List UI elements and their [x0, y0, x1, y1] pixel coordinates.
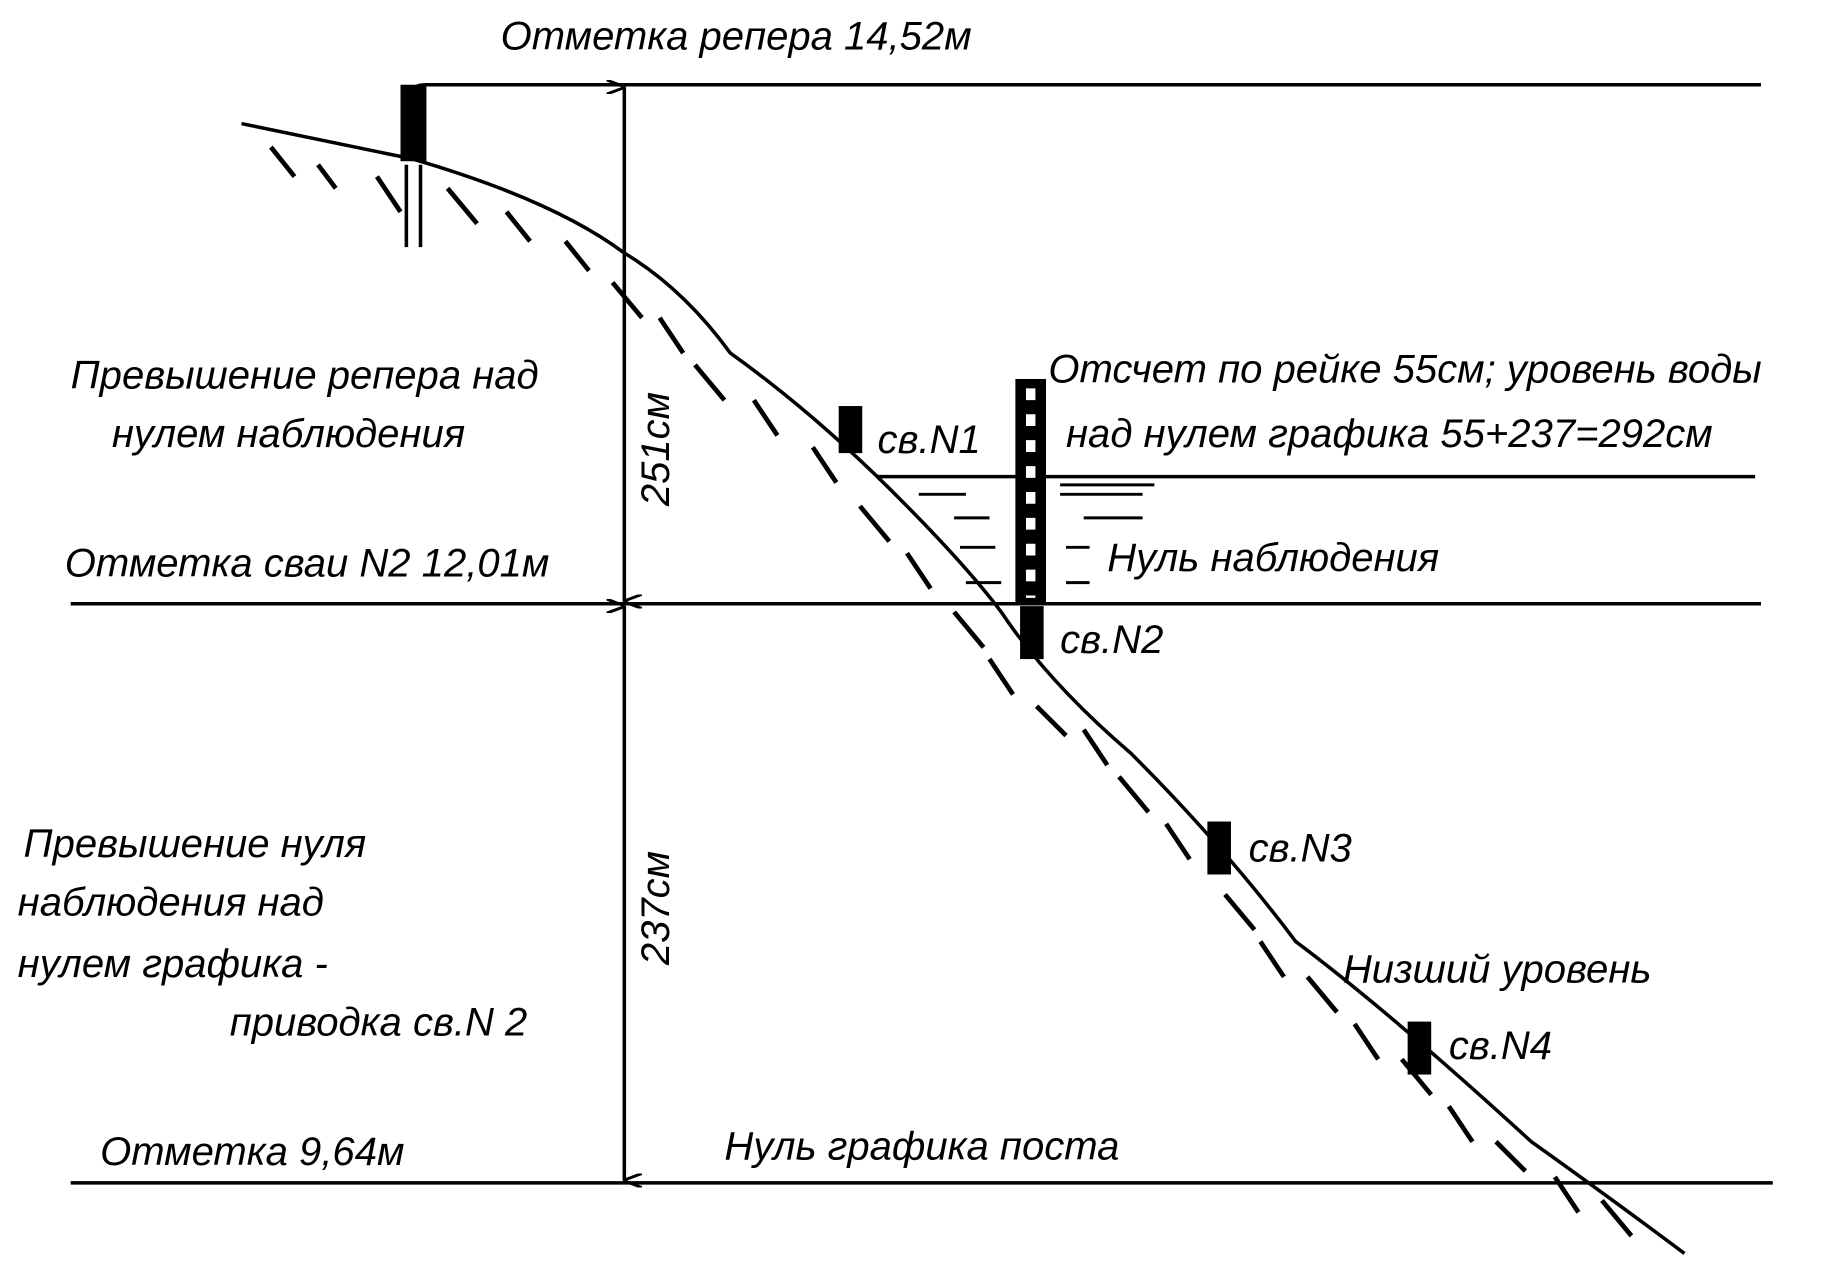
zero-excess-label: Превышение нуля	[24, 822, 367, 866]
pile	[1020, 606, 1044, 660]
staff-gauge	[1015, 378, 1047, 603]
observation-zero-label: Нуль наблюдения	[1107, 536, 1439, 580]
bank-slope	[241, 121, 1686, 1255]
zero-excess-label: наблюдения над	[18, 881, 324, 925]
benchmark-excess-label: нулем наблюдения	[112, 412, 465, 456]
benchmark-excess-label: Превышение репера над	[71, 353, 539, 397]
bottom-mark-label: Отметка 9,64м	[100, 1130, 404, 1174]
pile	[1207, 821, 1231, 875]
staff-reading-label: Отсчет по рейке 55см; уровень воды	[1048, 348, 1761, 392]
benchmark-line	[404, 82, 1762, 106]
pile	[838, 406, 863, 454]
low-level-label: Низший уровень	[1343, 948, 1652, 992]
zero-excess-label: приводка св.N 2	[230, 1001, 528, 1045]
pile-mark-label: Отметка сваи N2 12,01м	[65, 542, 550, 586]
pile-label: св.N2	[1060, 618, 1163, 662]
bank-hatching	[269, 145, 1634, 1238]
pile-label: св.N3	[1249, 827, 1352, 871]
dimension-label: 251см	[634, 392, 678, 507]
benchmark-post	[400, 84, 427, 162]
pile-label: св.N4	[1449, 1024, 1552, 1068]
water-hatch	[918, 483, 1155, 585]
staff-reading-label: над нулем графика 55+237=292см	[1066, 412, 1713, 456]
pile-label: св.N1	[878, 418, 981, 462]
dimension-label: 237см	[634, 851, 678, 966]
benchmark-label: Отметка репера 14,52м	[501, 14, 972, 58]
zero-excess-label: нулем графика -	[18, 942, 328, 986]
pile	[1407, 1021, 1432, 1075]
graph-zero-label: Нуль графика поста	[724, 1124, 1119, 1168]
